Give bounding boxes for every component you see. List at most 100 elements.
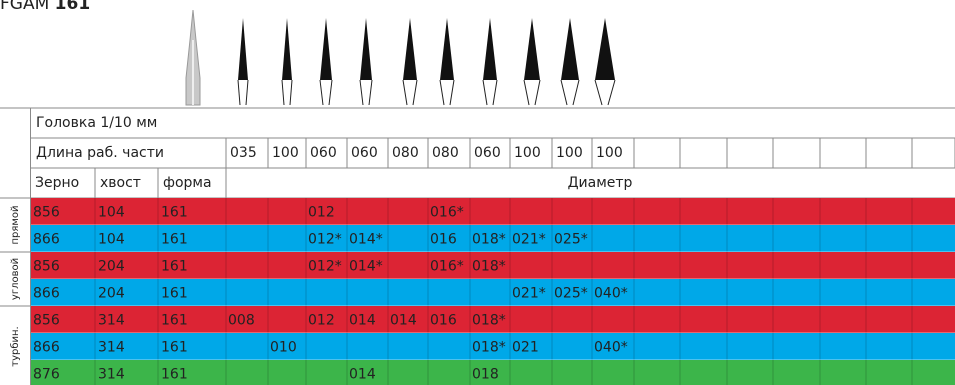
shape: 161 — [161, 259, 188, 275]
bur-head — [282, 18, 292, 80]
head-label: Головка 1/10 мм — [36, 115, 157, 131]
shape: 161 — [161, 313, 188, 329]
grit: 856 — [33, 259, 60, 275]
bur-set — [237, 18, 616, 106]
column-header: хвост — [100, 175, 141, 191]
bur-head — [561, 18, 579, 80]
bur-shank — [402, 79, 408, 106]
shank: 104 — [98, 232, 125, 248]
length-value: 060 — [310, 145, 337, 161]
shape: 161 — [161, 232, 188, 248]
bur-shank — [328, 79, 333, 106]
title-number: 161 — [55, 0, 91, 14]
bur-shank — [289, 79, 293, 106]
diameter: 012* — [308, 259, 342, 275]
bur-shank — [368, 79, 373, 106]
bur-shank — [359, 79, 364, 106]
bur-head — [360, 18, 372, 80]
diameter: 012 — [308, 313, 335, 329]
grit: 866 — [33, 286, 60, 302]
shape: 161 — [161, 205, 188, 221]
diameter: 014 — [349, 313, 376, 329]
diameter: 010 — [270, 340, 297, 356]
bur-shank — [560, 79, 568, 106]
bur-head — [238, 18, 248, 80]
table: Головка 1/10 мм Длина раб. части 035 100 060… — [0, 107, 955, 385]
length-value: 080 — [432, 145, 459, 161]
row-bg — [31, 252, 955, 279]
bur-shank — [594, 79, 603, 106]
diameter-label: Диаметр — [568, 175, 633, 191]
bur-shank — [534, 79, 541, 106]
diameter: 018* — [472, 313, 506, 329]
diameter: 018* — [472, 232, 506, 248]
diameter: 016* — [430, 259, 464, 275]
shank: 204 — [98, 286, 125, 302]
column-header: форма — [163, 175, 212, 191]
length-value: 100 — [272, 145, 299, 161]
bur-shank — [492, 79, 498, 106]
grit: 856 — [33, 313, 60, 329]
diameter: 012* — [308, 232, 342, 248]
diameter: 018* — [472, 259, 506, 275]
grit: 856 — [33, 205, 60, 221]
grit: 866 — [33, 340, 60, 356]
bur-head — [595, 18, 615, 80]
shank: 104 — [98, 205, 125, 221]
bur-shank — [482, 79, 488, 106]
diameter: 016 — [430, 313, 457, 329]
diameter: 014* — [349, 259, 383, 275]
length-value: 060 — [351, 145, 378, 161]
diameter: 018* — [472, 340, 506, 356]
diameter: 025* — [554, 232, 588, 248]
diameter: 040* — [594, 340, 628, 356]
length-value: 100 — [556, 145, 583, 161]
shank: 314 — [98, 367, 125, 383]
diameter: 008 — [228, 313, 255, 329]
diameter: 014 — [390, 313, 417, 329]
shape: 161 — [161, 286, 188, 302]
bur-head — [320, 18, 332, 80]
diameter: 021 — [512, 340, 539, 356]
column-header: Зерно — [35, 175, 79, 191]
group-label: турбин. — [10, 326, 21, 366]
bur-head — [440, 18, 454, 80]
row-bg — [31, 279, 955, 306]
group-label: угловой — [10, 258, 21, 300]
row-bg — [31, 306, 955, 333]
bur-head — [483, 18, 497, 80]
row-bg — [31, 198, 955, 225]
row-bg — [31, 225, 955, 252]
shank: 314 — [98, 313, 125, 329]
bur-shank — [572, 79, 580, 106]
diameter: 021* — [512, 286, 546, 302]
diameter: 014* — [349, 232, 383, 248]
bur-head — [403, 18, 417, 80]
bur-drawings — [185, 9, 201, 106]
row-bg — [31, 333, 955, 360]
bur-shank — [412, 79, 418, 106]
bur-shank — [449, 79, 455, 106]
length-value: 080 — [392, 145, 419, 161]
bur-shank — [319, 79, 324, 106]
length-label: Длина раб. части — [36, 145, 164, 161]
diameter: 014 — [349, 367, 376, 383]
diameter: 025* — [554, 286, 588, 302]
bur-shank — [439, 79, 445, 106]
length-value: 060 — [474, 145, 501, 161]
length-value: 100 — [514, 145, 541, 161]
grit: 876 — [33, 367, 60, 383]
group-label: прямой — [10, 205, 21, 244]
bur-shank — [237, 79, 241, 106]
diameter: 040* — [594, 286, 628, 302]
bur-shank — [607, 79, 616, 106]
diameter: 016* — [430, 205, 464, 221]
bur-shank — [245, 79, 249, 106]
shank: 314 — [98, 340, 125, 356]
row-bg — [31, 360, 955, 385]
shape: 161 — [161, 340, 188, 356]
bur-head — [524, 18, 540, 80]
diameter: 012 — [308, 205, 335, 221]
grit: 866 — [33, 232, 60, 248]
